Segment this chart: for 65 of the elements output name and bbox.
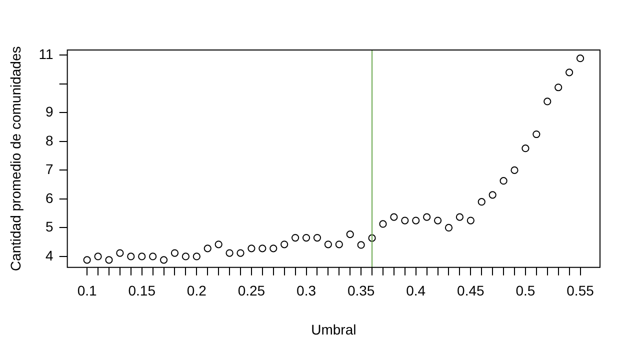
point — [500, 177, 508, 185]
point — [401, 216, 409, 224]
point — [270, 244, 278, 252]
point — [182, 252, 190, 260]
point — [346, 230, 354, 238]
x-tick-label: 0.15 — [128, 282, 156, 299]
x-tick-label: 0.4 — [406, 282, 426, 299]
point — [280, 240, 288, 248]
point — [423, 213, 431, 221]
point — [258, 244, 266, 252]
point — [456, 213, 464, 221]
point — [335, 240, 343, 248]
point — [566, 68, 574, 76]
y-tick-label: 9 — [46, 104, 54, 120]
y-tick-label: 6 — [46, 190, 54, 206]
point — [83, 256, 91, 264]
point — [192, 252, 200, 260]
point — [510, 166, 518, 174]
point — [149, 252, 157, 260]
point — [138, 252, 146, 260]
point — [478, 198, 486, 206]
x-tick-label: 0.1 — [77, 282, 98, 299]
point — [466, 216, 474, 224]
x-tick-label: 0.25 — [238, 282, 266, 299]
y-tick-label: 8 — [46, 132, 54, 148]
x-tick-label: 0.2 — [186, 282, 207, 299]
point — [313, 234, 322, 242]
point — [292, 234, 300, 242]
y-tick-label: 5 — [46, 218, 54, 235]
point — [488, 191, 496, 199]
x-tick-label: 0.3 — [296, 282, 316, 299]
point — [214, 240, 222, 248]
point — [357, 241, 365, 249]
point — [434, 216, 442, 224]
point — [116, 249, 124, 257]
y-tick-label: 11 — [38, 46, 54, 62]
point — [226, 249, 234, 257]
x-tick-label: 0.55 — [566, 282, 594, 299]
x-tick-label: 0.45 — [457, 282, 485, 299]
point — [444, 224, 453, 232]
point — [412, 216, 420, 224]
point — [248, 244, 256, 252]
point — [522, 144, 530, 152]
point — [554, 84, 562, 92]
point — [544, 98, 552, 106]
point — [390, 213, 398, 221]
y-axis-title: Cantidad promedio de comunidades — [7, 46, 24, 272]
point — [127, 252, 135, 260]
point — [532, 130, 540, 138]
point — [160, 256, 168, 264]
point — [368, 234, 376, 242]
point — [105, 256, 113, 264]
y-tick-label: 4 — [46, 247, 54, 264]
point — [94, 252, 102, 260]
point — [302, 234, 310, 242]
point — [324, 240, 332, 248]
point — [204, 244, 212, 252]
point — [170, 249, 179, 257]
y-tick-label: 7 — [46, 161, 54, 178]
x-axis-title: Umbral — [311, 321, 356, 338]
point — [576, 54, 584, 62]
point — [379, 220, 387, 228]
point — [236, 249, 244, 257]
x-tick-label: 0.35 — [347, 282, 375, 299]
x-tick-label: 0.5 — [516, 282, 536, 299]
